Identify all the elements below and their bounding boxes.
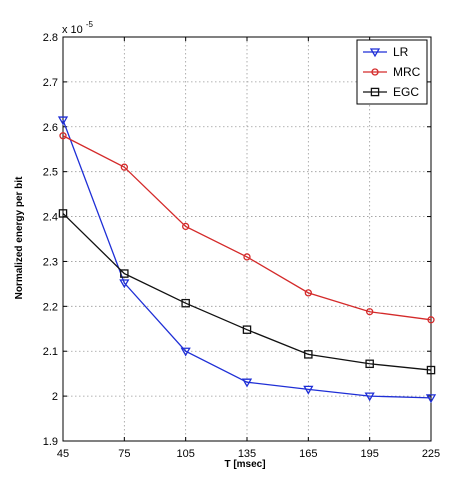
y-tick-label: 2.4 bbox=[43, 212, 58, 224]
x-tick-label: 105 bbox=[176, 448, 194, 460]
y-multiplier-base: x 10 bbox=[62, 24, 83, 36]
data-point-lr bbox=[180, 347, 191, 357]
y-tick-label: 2.6 bbox=[43, 122, 58, 134]
grid-lines bbox=[63, 37, 431, 441]
data-point-egc bbox=[426, 365, 436, 375]
legend-label-egc: EGC bbox=[393, 85, 419, 99]
data-point-egc bbox=[181, 298, 190, 308]
plot-series bbox=[57, 116, 437, 404]
data-point-egc bbox=[58, 209, 68, 218]
legend-marker-lr bbox=[369, 48, 381, 58]
y-tick-label: 2.2 bbox=[43, 301, 58, 313]
y-axis-ticks: 1.9 2 2.1 2.2 2.3 2.4 2.5 2.6 2.7 2.8 bbox=[43, 32, 431, 448]
x-tick-label: 75 bbox=[118, 448, 130, 460]
data-point-mrc bbox=[243, 253, 251, 261]
data-point-mrc bbox=[120, 163, 128, 171]
data-point-mrc bbox=[182, 222, 190, 231]
y-tick-label: 2.7 bbox=[43, 77, 58, 89]
data-point-mrc bbox=[427, 316, 435, 324]
data-point-mrc bbox=[59, 132, 67, 140]
y-tick-label: 2.1 bbox=[43, 346, 58, 358]
y-tick-label: 2.3 bbox=[43, 256, 58, 268]
y-multiplier-label: x 10 -5 bbox=[62, 20, 94, 36]
data-point-egc bbox=[242, 325, 252, 334]
y-tick-label: 1.9 bbox=[43, 436, 58, 448]
legend-label-mrc: MRC bbox=[393, 65, 421, 79]
series-line-egc bbox=[62, 212, 432, 371]
x-tick-label: 225 bbox=[422, 448, 440, 460]
data-point-mrc bbox=[366, 308, 374, 316]
data-point-egc bbox=[304, 350, 313, 359]
data-point-lr bbox=[425, 394, 437, 404]
data-point-lr bbox=[364, 392, 375, 402]
y-multiplier-exponent: -5 bbox=[86, 20, 94, 29]
legend-marker-egc bbox=[370, 87, 380, 97]
x-tick-label: 135 bbox=[238, 448, 256, 460]
data-point-lr bbox=[241, 378, 253, 388]
data-point-lr bbox=[119, 279, 130, 289]
data-point-egc bbox=[365, 359, 374, 369]
legend-marker-mrc bbox=[371, 68, 379, 76]
series-line-lr bbox=[62, 119, 432, 399]
legend-label-lr: LR bbox=[393, 45, 409, 59]
x-tick-label: 195 bbox=[360, 448, 378, 460]
axis-labels: T [msec] Normalized energy per bit x 10 … bbox=[14, 20, 266, 470]
data-point-lr bbox=[303, 385, 314, 395]
y-tick-label: 2.8 bbox=[43, 32, 58, 44]
series-line-mrc bbox=[62, 135, 432, 321]
x-tick-label: 45 bbox=[57, 448, 69, 460]
y-axis-label: Normalized energy per bit bbox=[14, 176, 25, 299]
x-axis-label: T [msec] bbox=[224, 459, 265, 470]
data-point-egc bbox=[120, 269, 129, 278]
y-tick-label: 2.5 bbox=[43, 167, 58, 179]
y-tick-label: 2 bbox=[52, 391, 58, 403]
x-axis-ticks: 45 75 105 135 165 195 225 bbox=[57, 37, 440, 460]
data-point-lr bbox=[57, 116, 69, 126]
x-tick-label: 165 bbox=[299, 448, 317, 460]
legend: LR MRC EGC bbox=[356, 39, 428, 105]
data-point-mrc bbox=[304, 289, 312, 297]
